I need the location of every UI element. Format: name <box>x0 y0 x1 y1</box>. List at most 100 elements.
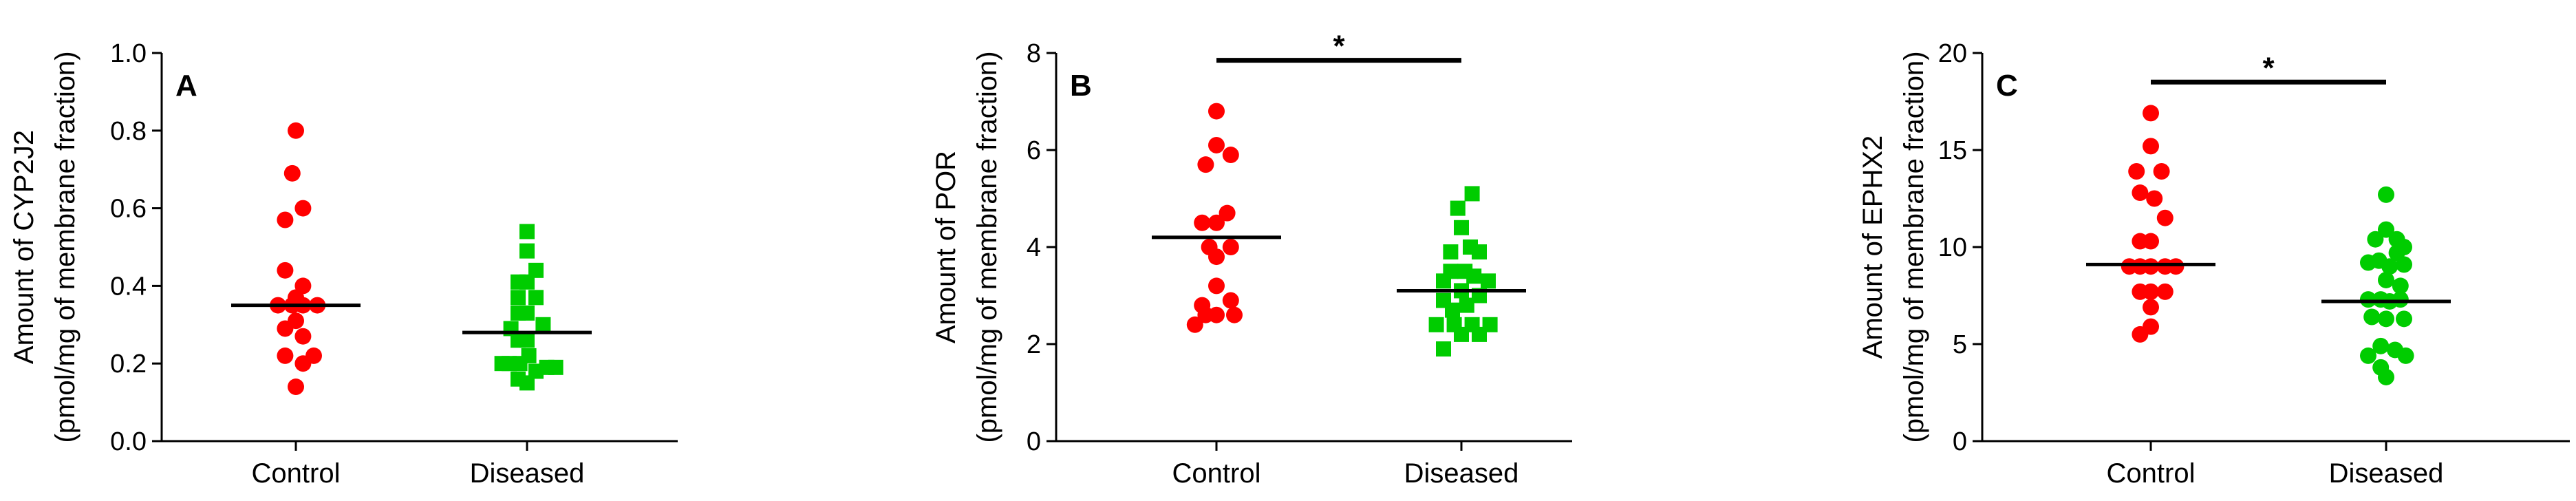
panel-b-diseased-point <box>1443 244 1459 260</box>
panel-b-control-point <box>1219 204 1236 222</box>
panel-c-diseased-point <box>2378 221 2394 238</box>
panel-c-control-point <box>2143 138 2159 155</box>
panel-c-control-point <box>2143 318 2159 335</box>
panel-c-control-point <box>2156 283 2174 300</box>
panel-a-diseased-point <box>519 375 535 391</box>
panel-c-control-point <box>2143 283 2159 300</box>
panel-a-diseased-point <box>528 262 544 278</box>
panel-a-diseased-point <box>521 348 537 363</box>
panel-b-control-point <box>1208 277 1225 295</box>
panel-c-y-tick-label: 10 <box>1938 233 1967 262</box>
panel-a-y-tick-label: 0.2 <box>110 350 147 379</box>
panel-b-diseased-point <box>1472 244 1487 260</box>
panel-c-y-axis-subtitle: (pmol/mg of membrane fraction) <box>1899 51 1929 443</box>
panel-c-diseased-point <box>2363 308 2381 326</box>
panel-c-control-point <box>2167 258 2185 275</box>
panel-c-diseased-point <box>2360 347 2376 364</box>
panel-a-x-tick-label: Diseased <box>470 458 585 489</box>
panel-a-y-tick-label: 0.6 <box>110 195 147 224</box>
panel-a-control-point <box>288 122 304 139</box>
panel-a-y-tick-label: 0.4 <box>110 272 147 301</box>
panel-c-diseased-point <box>2378 186 2394 203</box>
panel-b-diseased-point <box>1481 273 1496 289</box>
panel-b-control-point <box>1208 136 1225 153</box>
panel-a-control-point <box>277 320 294 337</box>
panel-a-y-axis-subtitle: (pmol/mg of membrane fraction) <box>50 51 80 443</box>
panel-a-diseased-point <box>519 274 535 290</box>
panel-c-y-tick-label: 0 <box>1953 427 1967 456</box>
panel-c-diseased-point <box>2367 231 2384 248</box>
panel-a-diseased-point <box>511 290 526 306</box>
panel-c-diseased-point <box>2392 291 2409 308</box>
panel-b-control-point <box>1222 147 1239 164</box>
panel-a-diseased-point <box>519 224 535 239</box>
panel-c-diseased-point <box>2396 256 2412 273</box>
panel-b-y-axis-subtitle: (pmol/mg of membrane fraction) <box>972 51 1002 443</box>
panel-a-control-point <box>294 355 312 372</box>
panel-b-y-axis-title: Amount of POR <box>931 151 961 343</box>
panel-a-control-point <box>277 211 294 228</box>
panel-c-control-point <box>2143 299 2159 316</box>
panel-c-diseased-point <box>2360 291 2376 308</box>
panel-b-diseased-point <box>1464 186 1480 202</box>
panel-b-control-point <box>1194 214 1211 231</box>
panel-b-control-point <box>1208 248 1225 266</box>
panel-c-diseased-point <box>2392 277 2409 295</box>
panel-c-control-point <box>2143 233 2159 250</box>
panel-c-diseased-point <box>2372 337 2390 354</box>
panel-b-control-point <box>1222 239 1239 255</box>
panel-a-x-tick-label: Control <box>252 458 341 489</box>
panel-c-y-tick-label: 15 <box>1938 136 1967 165</box>
panel-c-letter: C <box>1996 69 2018 103</box>
panel-a-y-tick-label: 1.0 <box>110 39 147 68</box>
panel-b-diseased-point <box>1436 341 1451 357</box>
panel-a-control-point <box>294 200 312 217</box>
panel-b-diseased-point <box>1466 268 1482 284</box>
panel-b-diseased-point <box>1459 297 1474 313</box>
panel-b-control-point <box>1208 103 1225 120</box>
panel-c-diseased-point <box>2381 258 2398 275</box>
panel-a-control-point <box>288 379 304 396</box>
panel-a-y-tick-label: 0.8 <box>110 117 147 146</box>
panel-c-diseased-point <box>2378 310 2394 328</box>
panel-c-control-point <box>2128 163 2145 180</box>
panel-a-control-point <box>277 262 294 279</box>
panel-c-y-axis-title: Amount of EPHX2 <box>1858 136 1888 359</box>
panel-b-y-tick-label: 0 <box>1027 427 1041 456</box>
panel-c-diseased-point <box>2396 239 2412 255</box>
panel-b-diseased-point <box>1472 326 1487 342</box>
panel-a-diseased-point <box>519 243 535 259</box>
panel-c-control-point <box>2143 258 2159 275</box>
panel-b-diseased-point <box>1428 317 1444 332</box>
panel-c-diseased-point <box>2397 347 2414 364</box>
panel-b-diseased-point <box>1454 326 1469 342</box>
panel-c-x-tick-label: Control <box>2107 458 2196 489</box>
panel-a-control-point <box>277 347 294 364</box>
panel-b-control-point <box>1226 306 1243 323</box>
panel-b-diseased-point <box>1445 302 1460 318</box>
panel-c-control-point <box>2146 190 2163 207</box>
panel-c-control-point <box>2156 209 2174 226</box>
panel-a-y-axis-title: Amount of CYP2J2 <box>9 130 39 364</box>
panel-a-y-tick-label: 0.0 <box>110 427 147 456</box>
panel-a-control-point <box>294 328 312 345</box>
panel-b-x-tick-label: Control <box>1172 458 1261 489</box>
panel-a-diseased-point <box>528 290 544 306</box>
panel-b-significance-label: * <box>1333 30 1345 63</box>
panel-c-y-tick-label: 5 <box>1953 330 1967 359</box>
panel-c-diseased-point <box>2396 310 2412 328</box>
panel-b-y-tick-label: 8 <box>1027 39 1041 68</box>
panel-b-y-tick-label: 2 <box>1027 330 1041 359</box>
panel-b-control-point <box>1208 214 1225 231</box>
panel-c-diseased-point <box>2378 271 2394 288</box>
panel-c-control-point <box>2132 184 2149 202</box>
panel-b-y-tick-label: 6 <box>1027 136 1041 165</box>
panel-b-control-point <box>1197 156 1214 173</box>
panel-a-diseased-point <box>519 305 535 321</box>
panel-c-control-point <box>2153 163 2170 180</box>
panel-b-y-tick-label: 4 <box>1027 233 1041 262</box>
panel-b-control-point <box>1186 316 1203 333</box>
panel-c-y-tick-label: 20 <box>1938 39 1967 68</box>
panel-b-letter: B <box>1070 69 1092 103</box>
